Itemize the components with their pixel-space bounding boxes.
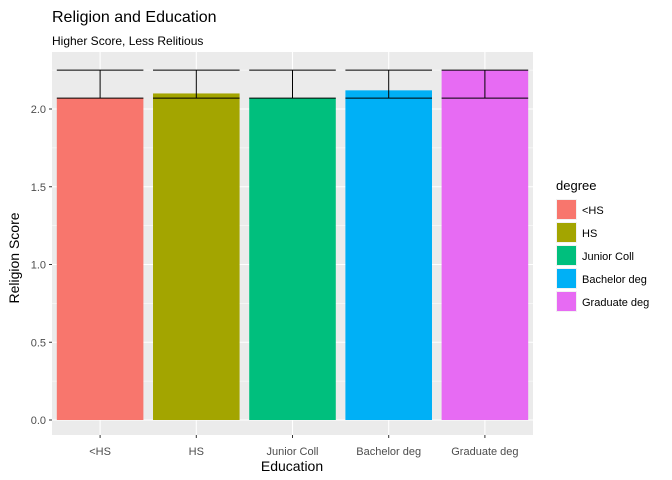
legend-item-4: Graduate deg [556, 291, 649, 312]
bars [56, 70, 529, 421]
legend-swatch [557, 223, 576, 242]
legend-swatch [557, 292, 576, 311]
legend: degree <HS HS Junior Coll Bachelor deg Gradu… [556, 178, 649, 312]
y-axis-ticks: 0.0 0.5 1.0 1.5 2.0 [31, 104, 52, 427]
legend-label: Graduate deg [582, 297, 649, 309]
bar-4 [441, 70, 529, 420]
x-tick-label: Bachelor deg [356, 446, 421, 458]
y-tick-label: 0.0 [31, 415, 46, 427]
bar-1 [153, 93, 240, 420]
y-tick-label: 0.5 [31, 337, 46, 349]
legend-label: <HS [582, 205, 604, 217]
chart-title: Religion and Education [52, 9, 217, 26]
error-bars [56, 69, 529, 99]
y-tick-label: 1.0 [31, 260, 46, 272]
x-tick-label: Junior Coll [267, 446, 319, 458]
legend-label: Junior Coll [582, 251, 634, 263]
y-axis-title: Religion Score [6, 212, 22, 303]
legend-label: Bachelor deg [582, 274, 647, 286]
error-bar-1 [153, 69, 240, 99]
legend-swatch [557, 246, 576, 265]
bar-0 [56, 98, 144, 421]
legend-item-2: Junior Coll [556, 245, 634, 266]
x-axis-title: Education [261, 458, 323, 474]
y-tick-label: 1.5 [31, 182, 46, 194]
error-bar-2 [249, 69, 336, 99]
x-axis-ticks: <HS HS Junior Coll Bachelor deg Graduate deg [89, 435, 519, 458]
legend-title: degree [556, 178, 596, 193]
x-tick-label: HS [189, 446, 204, 458]
error-bar-4 [441, 69, 529, 99]
error-bar-3 [345, 69, 432, 99]
x-tick-label: <HS [89, 446, 111, 458]
legend-label: HS [582, 228, 597, 240]
legend-item-3: Bachelor deg [556, 268, 647, 289]
bar-3 [345, 90, 432, 420]
legend-item-1: HS [556, 222, 597, 243]
legend-item-0: <HS [556, 199, 604, 220]
y-tick-label: 2.0 [31, 104, 46, 116]
legend-swatch [557, 200, 576, 219]
legend-swatch [557, 269, 576, 288]
chart-subtitle: Higher Score, Less Relitious [52, 34, 203, 48]
bar-2 [249, 98, 336, 421]
error-bar-0 [56, 69, 144, 99]
x-tick-label: Graduate deg [451, 446, 518, 458]
